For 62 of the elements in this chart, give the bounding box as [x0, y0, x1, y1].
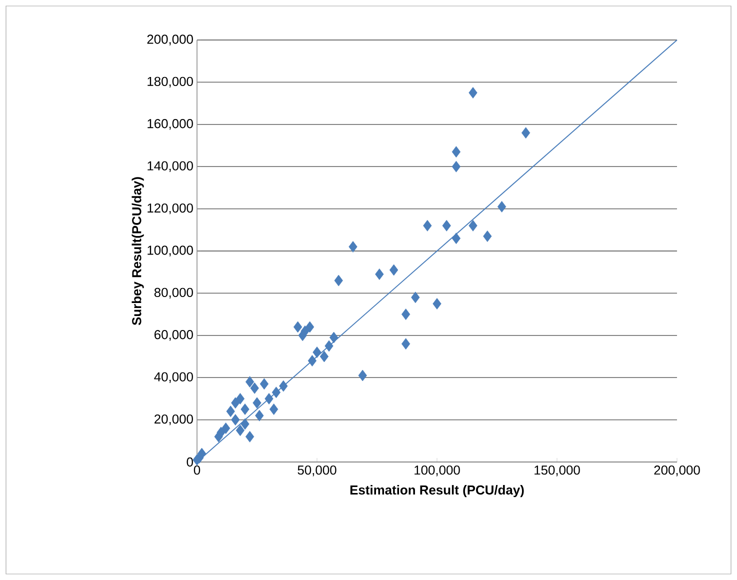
point	[260, 378, 269, 390]
point	[468, 87, 478, 98]
x-tick-label: 200,000	[654, 466, 700, 476]
y-tick-label: 160,000	[148, 119, 193, 130]
point	[358, 370, 367, 382]
y-tick-label: 40,000	[154, 372, 193, 383]
point	[264, 393, 274, 404]
y-tick-label: 80,000	[154, 288, 193, 299]
y-tick-label: 120,000	[148, 203, 193, 214]
x-tick-label: 150,000	[534, 466, 580, 476]
point	[221, 422, 230, 434]
point	[348, 241, 358, 252]
point	[231, 397, 240, 409]
point	[308, 355, 317, 366]
point	[329, 332, 338, 344]
x-tick-label: 50,000	[298, 466, 336, 476]
x-axis-title: Estimation Result (PCU/day)	[350, 485, 524, 498]
point	[497, 200, 506, 212]
point	[245, 376, 254, 388]
point	[231, 414, 240, 426]
point	[452, 232, 461, 244]
point	[375, 268, 384, 280]
y-tick-label: 200,000	[147, 34, 193, 46]
point	[468, 220, 478, 232]
point	[312, 346, 322, 358]
point	[389, 264, 398, 276]
y-tick-label: 100,000	[148, 246, 193, 256]
point	[305, 321, 314, 333]
point	[452, 160, 461, 172]
point	[401, 308, 410, 320]
x-tick-label: 0	[194, 466, 200, 475]
point	[272, 386, 281, 398]
point	[432, 298, 442, 310]
point	[411, 292, 420, 304]
point	[423, 220, 432, 232]
y-axis-title: Surbey Result(PCU/day)	[132, 177, 144, 326]
point	[236, 393, 245, 404]
y-tick-label: 180,000	[148, 76, 193, 88]
point	[334, 274, 343, 286]
point	[521, 127, 530, 139]
point	[279, 380, 288, 392]
point	[252, 397, 262, 409]
point	[320, 350, 329, 362]
point	[483, 230, 492, 242]
point	[442, 220, 451, 232]
point	[255, 410, 264, 422]
point	[245, 430, 254, 442]
point	[236, 424, 245, 436]
y-tick-label: 60,000	[154, 330, 193, 341]
point	[226, 406, 235, 418]
point	[269, 404, 278, 415]
point	[324, 340, 334, 352]
point	[452, 146, 461, 158]
x-tick-label: 100,000	[414, 466, 460, 476]
point	[401, 338, 410, 350]
y-tick-label: 140,000	[148, 161, 193, 172]
point	[240, 404, 250, 415]
y-tick-label: 0	[186, 457, 193, 467]
point	[240, 418, 250, 430]
y-tick-label: 20,000	[154, 414, 193, 426]
point	[250, 382, 259, 394]
point	[293, 321, 302, 333]
